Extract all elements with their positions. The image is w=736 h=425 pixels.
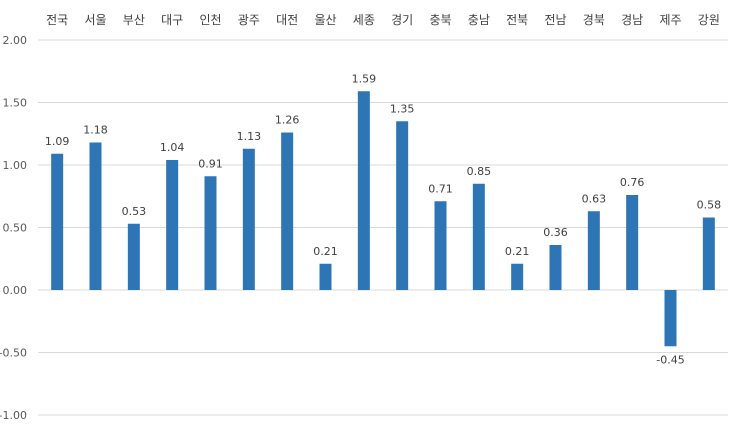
y-tick-label: 0.50 <box>3 222 28 235</box>
bar <box>319 263 332 290</box>
data-label: 0.36 <box>543 226 568 239</box>
category-label: 경기 <box>391 13 413 27</box>
category-label: 경북 <box>583 13 605 27</box>
y-tick-label: 2.00 <box>3 34 28 47</box>
bar <box>702 217 715 290</box>
data-label: 0.85 <box>467 165 492 178</box>
data-label: 1.35 <box>390 102 415 115</box>
grid-lines <box>38 39 728 416</box>
category-label: 강원 <box>698 13 720 27</box>
bar <box>51 153 64 290</box>
category-label: 광주 <box>238 13 260 27</box>
y-tick-label: -0.50 <box>0 347 27 360</box>
data-label: 0.71 <box>428 182 453 195</box>
data-label: 1.18 <box>83 124 108 137</box>
bar <box>472 183 485 290</box>
bar <box>434 201 447 290</box>
bar <box>357 91 370 290</box>
data-label: 0.76 <box>620 176 645 189</box>
category-label: 세종 <box>353 13 375 27</box>
category-label: 전북 <box>506 13 528 27</box>
data-label: 0.58 <box>697 199 722 212</box>
y-tick-label: 1.50 <box>3 97 28 110</box>
category-label: 전국 <box>46 13 68 27</box>
data-label: 0.91 <box>198 157 223 170</box>
bar <box>242 148 255 290</box>
data-label: 0.21 <box>313 245 338 258</box>
category-label: 경남 <box>621 13 643 27</box>
category-label: 부산 <box>123 13 145 27</box>
data-label: 1.26 <box>275 114 300 127</box>
data-label: 1.09 <box>45 135 70 148</box>
bars <box>51 91 715 347</box>
category-label: 제주 <box>659 13 681 27</box>
bar <box>166 160 179 290</box>
bar <box>89 142 102 290</box>
bar <box>549 245 562 290</box>
bar <box>204 176 217 290</box>
data-labels: 1.09 1.18 0.53 1.04 0.91 1.13 1.26 0.21 1.59 1.35… <box>45 72 721 366</box>
data-label: 1.04 <box>160 141 185 154</box>
y-tick-label: 1.00 <box>3 159 28 172</box>
category-label: 대구 <box>161 13 183 27</box>
bar <box>396 121 409 290</box>
category-label: 대전 <box>276 13 298 27</box>
data-label: 0.53 <box>122 205 147 218</box>
data-label: -0.45 <box>656 353 684 366</box>
category-labels: 전국 서울 부산 대구 인천 광주 대전 울산 세종 경기 충북 충남 전북 전남 경북 경남 제주 강원 <box>46 12 720 27</box>
y-tick-label: -1.00 <box>0 409 27 422</box>
category-label: 울산 <box>314 13 336 27</box>
bar <box>127 223 140 290</box>
bar <box>587 211 600 290</box>
bar <box>511 263 524 290</box>
data-label: 0.63 <box>582 192 607 205</box>
bar <box>626 195 639 290</box>
data-label: 1.59 <box>352 72 377 85</box>
category-label: 전남 <box>544 13 566 27</box>
category-label: 충남 <box>468 13 490 27</box>
category-label: 서울 <box>84 13 106 27</box>
data-label: 0.21 <box>505 245 530 258</box>
y-axis-tick-labels: 2.00 1.50 1.00 0.50 0.00 -0.50 -1.00 <box>0 34 27 422</box>
category-label: 인천 <box>199 12 221 27</box>
bar <box>664 290 677 347</box>
data-label: 1.13 <box>237 130 262 143</box>
category-label: 충북 <box>429 13 451 27</box>
y-tick-label: 0.00 <box>3 284 28 297</box>
bar <box>281 132 294 290</box>
